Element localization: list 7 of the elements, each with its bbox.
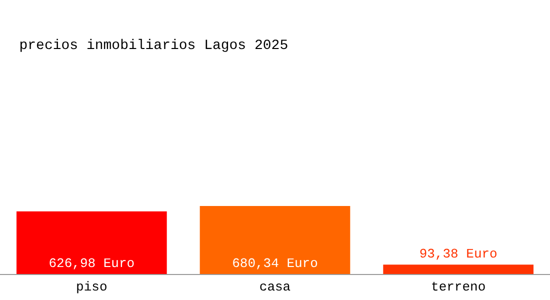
chart-title: precios inmobiliarios Lagos 2025: [19, 38, 288, 54]
data-label: 626,98 Euro: [48, 256, 135, 271]
x-tick-label: casa: [259, 280, 291, 295]
data-label: 680,34 Euro: [232, 256, 318, 271]
x-tick-label: piso: [76, 280, 108, 295]
x-tick-label: terreno: [431, 280, 486, 295]
data-label: 93,38 Euro: [419, 246, 498, 262]
